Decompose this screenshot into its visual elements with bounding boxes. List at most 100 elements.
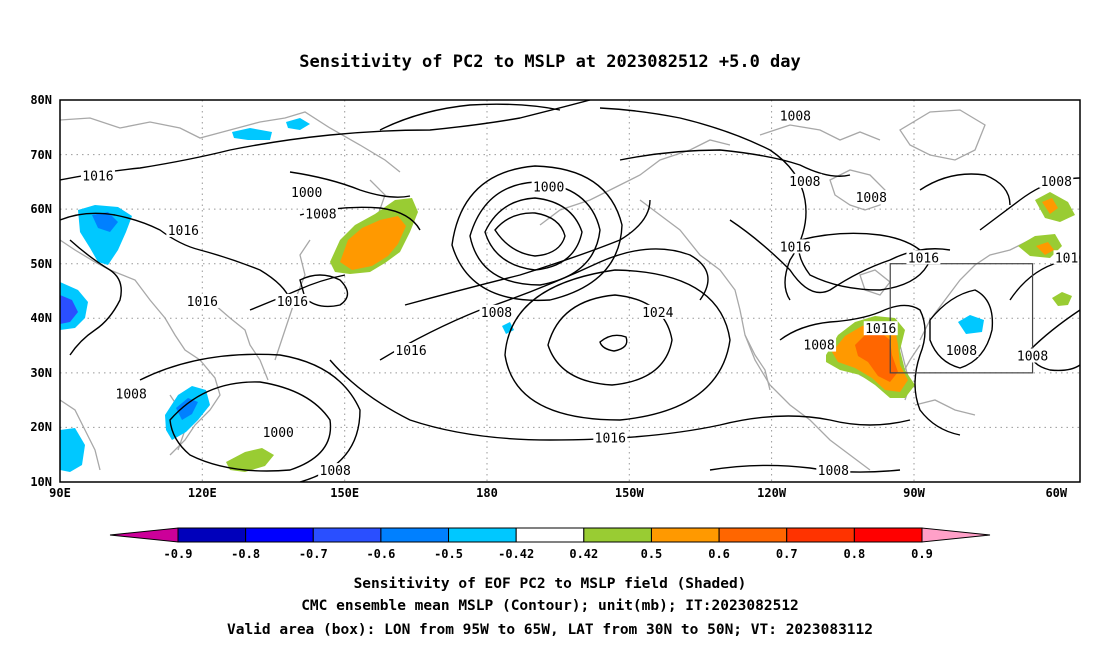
contour-label-background (863, 321, 898, 336)
contour-aleutian-1016 (379, 248, 709, 361)
colorbar-tick-label: 0.8 (844, 547, 866, 561)
shaded-regions (60, 118, 1075, 472)
contour-west-china-1016 (60, 212, 291, 301)
colorbar-tick-label: -0.6 (366, 547, 395, 561)
captions: Sensitivity of EOF PC2 to MSLP field (Sh… (227, 576, 873, 638)
contour-label-background (394, 343, 429, 358)
lat-tick-label: 30N (30, 366, 52, 380)
contour-label-background (906, 250, 941, 265)
colorbar-segment (177, 527, 247, 543)
contour-west-1016-loop (299, 274, 349, 308)
coastline-arctic-islands (759, 124, 881, 141)
contour-label: 1008 (116, 388, 147, 403)
colorbar-tick-label: -0.9 (164, 547, 193, 561)
lon-tick-label: 60W (1045, 486, 1067, 500)
contour-label: 1016 (595, 431, 626, 446)
lon-tick-label: 120W (757, 486, 787, 500)
map-frame (59, 99, 1081, 483)
colorbar-high-extend (921, 527, 991, 543)
contour-label: 1008 (803, 339, 834, 354)
shade-negative-siberia-b (286, 118, 310, 130)
colorbar-tick-label: 0.9 (911, 547, 933, 561)
colorbar-segment (245, 527, 314, 543)
contour-label: 1008 (780, 109, 811, 124)
contour-label-background (854, 190, 889, 205)
contour-label-background (1053, 250, 1080, 265)
contour-label: 1000 (533, 180, 564, 195)
contour-high-1020-ring (547, 294, 673, 386)
contour-label-background (185, 293, 220, 308)
contour-japan-1016 (249, 274, 346, 311)
coastline-caribbean (914, 399, 976, 416)
contour-label-background (289, 184, 324, 199)
contour-label-background (787, 173, 822, 188)
caption-line-3: Valid area (box): LON from 95W to 65W, L… (227, 622, 873, 638)
colorbar-labels: -0.9 -0.8 -0.7 -0.6 -0.5 -0.42 0.42 0.5 0.6 0.7 0.… (164, 547, 933, 561)
contour-north-pole (619, 149, 851, 177)
contour-label: 1008 (856, 191, 887, 206)
colorbar-tick-label: 0.5 (641, 547, 663, 561)
contour-typhoon-1008 (139, 353, 361, 482)
map-panel: 1008 1016 1000 1000 1008 1008 1008 1008 1016 1016… (30, 93, 1086, 500)
lon-tick-label: 120E (188, 486, 217, 500)
figure-title: Sensitivity of PC2 to MSLP at 2023082512… (299, 52, 801, 72)
contour-label: 1016 (865, 322, 896, 337)
contour-label: 1008 (946, 344, 977, 359)
contour-atlantic-1008 (929, 289, 994, 369)
contour-label-background (816, 463, 851, 478)
contour-label-background (166, 222, 201, 237)
colorbar-segment (380, 527, 450, 543)
contour-low-1004-ring (484, 197, 583, 271)
contour-southern-1008 (709, 464, 901, 473)
contour-arctic-1008 (599, 107, 807, 301)
lat-tick-label: 20N (30, 420, 52, 434)
latitude-axis: 80N 70N 60N 50N 40N 30N 20N 10N (30, 93, 52, 489)
lat-tick-label: 40N (30, 311, 52, 325)
lat-tick-label: 10N (30, 475, 52, 489)
contour-label-background (1015, 348, 1050, 363)
lon-tick-label: 150E (330, 486, 359, 500)
contour-typhoon-1000 (169, 381, 332, 472)
contour-label-background (275, 293, 310, 308)
colorbar-segment (448, 527, 517, 543)
contour-label: 1000 (263, 426, 294, 441)
contour-high-1016-ring (504, 269, 731, 421)
contour-label: 1016 (780, 240, 811, 255)
contour-label: 1016 (1055, 251, 1086, 266)
contour-low-1000-center (494, 212, 566, 257)
lon-tick-label: 150W (615, 486, 645, 500)
contour-label-background (640, 304, 675, 319)
colorbar: -0.9 -0.8 -0.7 -0.6 -0.5 -0.42 0.42 0.5 0.6 0.7 0.… (109, 527, 991, 561)
shade-negative-mongolia-outer (78, 205, 132, 265)
colorbar-tick-label: -0.42 (498, 547, 534, 561)
contour-label-background (802, 337, 837, 352)
coastline-greenland (899, 109, 986, 161)
colorbar-segment (786, 527, 855, 543)
coastline-great-lakes (859, 269, 891, 296)
contour-greenland-1008 (919, 173, 1011, 206)
shade-negative-philippine-sea-inner (176, 398, 198, 420)
contour-label-background (80, 168, 115, 183)
colorbar-tick-label: 0.7 (776, 547, 798, 561)
shade-positive-atlantic-e (1052, 292, 1072, 306)
colorbar-tick-label: 0.6 (708, 547, 730, 561)
colorbar-tick-label: -0.7 (299, 547, 328, 561)
contour-label-background (778, 108, 813, 123)
shade-positive-west-pacific-inner (340, 216, 406, 270)
contour-label: 1008 (1041, 175, 1072, 190)
contour-label: 1016 (187, 295, 218, 310)
lon-tick-label: 180 (476, 486, 498, 500)
colorbar-tick-label: -0.5 (434, 547, 463, 561)
shade-negative-west-china-inner (60, 295, 78, 324)
contour-label: 1008 (320, 464, 351, 479)
contour-label: 1016 (277, 295, 308, 310)
contour-label-background (479, 304, 514, 319)
colorbar-segment (312, 527, 382, 543)
contour-southern-1016 (329, 359, 911, 441)
longitude-axis: 90E 120E 150E 180 150W 120W 90W 60W (49, 486, 1068, 500)
coastline-indochina (60, 399, 101, 471)
contour-north-america-loop (798, 232, 931, 291)
contour-label: 1008 (481, 306, 512, 321)
lon-tick-label: 90W (903, 486, 925, 500)
